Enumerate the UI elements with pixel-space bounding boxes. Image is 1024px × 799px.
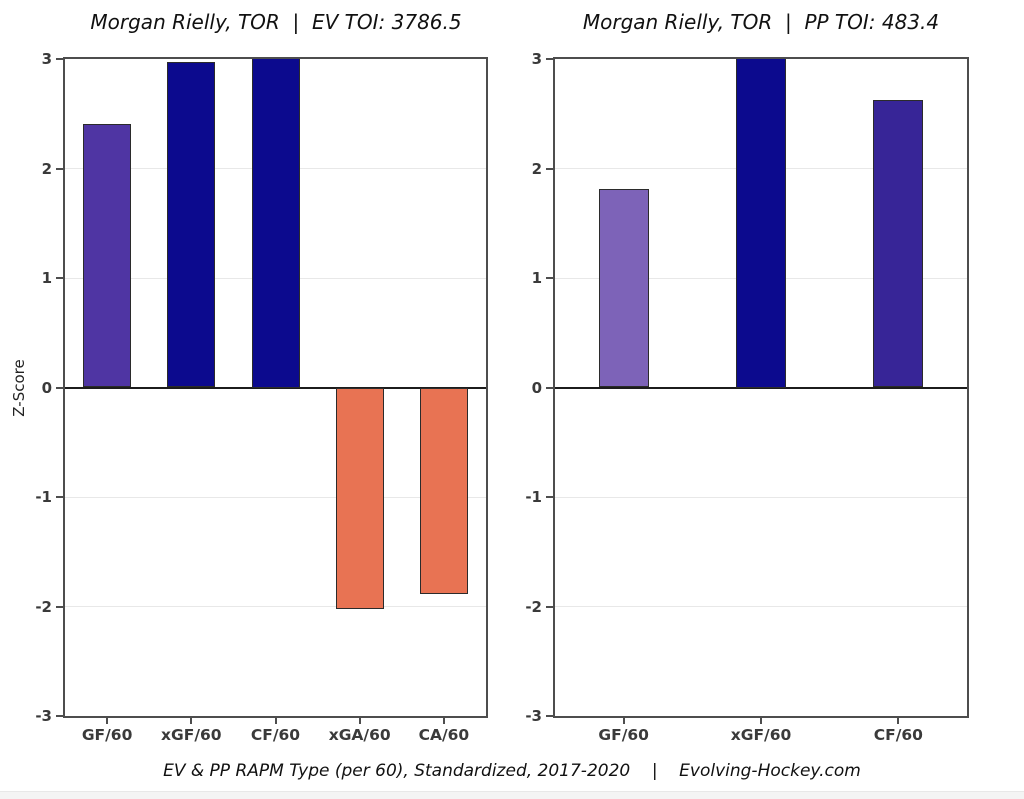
ev-plot-area — [63, 57, 488, 718]
bar-CF-60 — [873, 99, 924, 388]
y-tick-label: 2 — [531, 159, 542, 178]
x-tick-label-xGF-60: xGF/60 — [730, 726, 792, 744]
gridline-y-1 — [65, 496, 486, 498]
x-tick-mark — [274, 718, 277, 724]
x-tick-mark — [190, 718, 193, 724]
x-tick-label-xGF-60: xGF/60 — [161, 726, 222, 744]
y-tick-mark — [546, 715, 553, 717]
x-tick-label-CA-60: CA/60 — [418, 726, 470, 744]
y-tick-mark — [56, 715, 63, 717]
y-tick-mark — [546, 496, 553, 498]
y-tick-mark — [546, 277, 553, 279]
y-tick-label: -2 — [35, 597, 52, 616]
y-tick-label: 1 — [41, 269, 52, 287]
bar-xGF-60 — [167, 62, 216, 388]
gridline-y-1 — [555, 496, 967, 498]
y-tick-label: -3 — [35, 707, 52, 725]
figure-caption: EV & PP RAPM Type (per 60), Standardized… — [163, 761, 861, 781]
y-tick-mark — [56, 58, 63, 60]
bar-GF-60 — [83, 123, 132, 388]
x-tick-mark — [106, 718, 109, 724]
bar-xGF-60 — [736, 59, 786, 388]
y-tick-label: 1 — [531, 269, 542, 287]
y-tick-mark — [56, 386, 63, 389]
y-tick-mark — [546, 605, 553, 608]
y-tick-label: -1 — [525, 488, 542, 506]
y-tick-label: -2 — [525, 597, 542, 616]
pp-chart-title: Morgan Rielly, TOR | PP TOI: 483.4 — [582, 10, 940, 34]
x-tick-label-xGA-60: xGA/60 — [328, 726, 391, 744]
gridline-y-2 — [65, 606, 486, 607]
bar-GF-60 — [598, 189, 649, 388]
y-tick-label: 3 — [531, 50, 542, 68]
bar-CA-60 — [419, 387, 468, 595]
y-tick-label: 0 — [531, 378, 542, 397]
window-edge-strip — [0, 791, 1024, 799]
x-tick-label-CF-60: CF/60 — [873, 726, 923, 744]
y-tick-mark — [546, 386, 553, 389]
x-tick-label-CF-60: CF/60 — [250, 726, 301, 744]
zero-line — [65, 386, 486, 389]
x-tick-label-GF-60: GF/60 — [598, 726, 649, 744]
y-tick-mark — [56, 605, 63, 608]
y-tick-mark — [56, 167, 63, 170]
y-tick-label: 3 — [41, 50, 52, 68]
y-tick-mark — [56, 496, 63, 498]
pp-plot-area — [553, 57, 969, 718]
x-tick-mark — [358, 718, 361, 724]
y-tick-label: 2 — [41, 159, 52, 178]
y-tick-mark — [546, 167, 553, 170]
y-tick-mark — [56, 277, 63, 279]
x-tick-label-GF-60: GF/60 — [81, 726, 133, 744]
x-tick-mark — [442, 718, 445, 724]
bar-xGA-60 — [335, 387, 384, 609]
zero-line — [555, 386, 967, 389]
ev-chart-title: Morgan Rielly, TOR | EV TOI: 3786.5 — [90, 10, 462, 34]
x-tick-mark — [760, 718, 762, 724]
bar-CF-60 — [251, 59, 300, 388]
y-tick-mark — [546, 58, 553, 60]
y-tick-label: -1 — [35, 488, 52, 506]
y-tick-label: 0 — [41, 378, 52, 397]
x-tick-mark — [897, 718, 900, 724]
x-tick-mark — [622, 718, 625, 724]
y-tick-label: -3 — [525, 707, 542, 725]
gridline-y-2 — [555, 606, 967, 607]
